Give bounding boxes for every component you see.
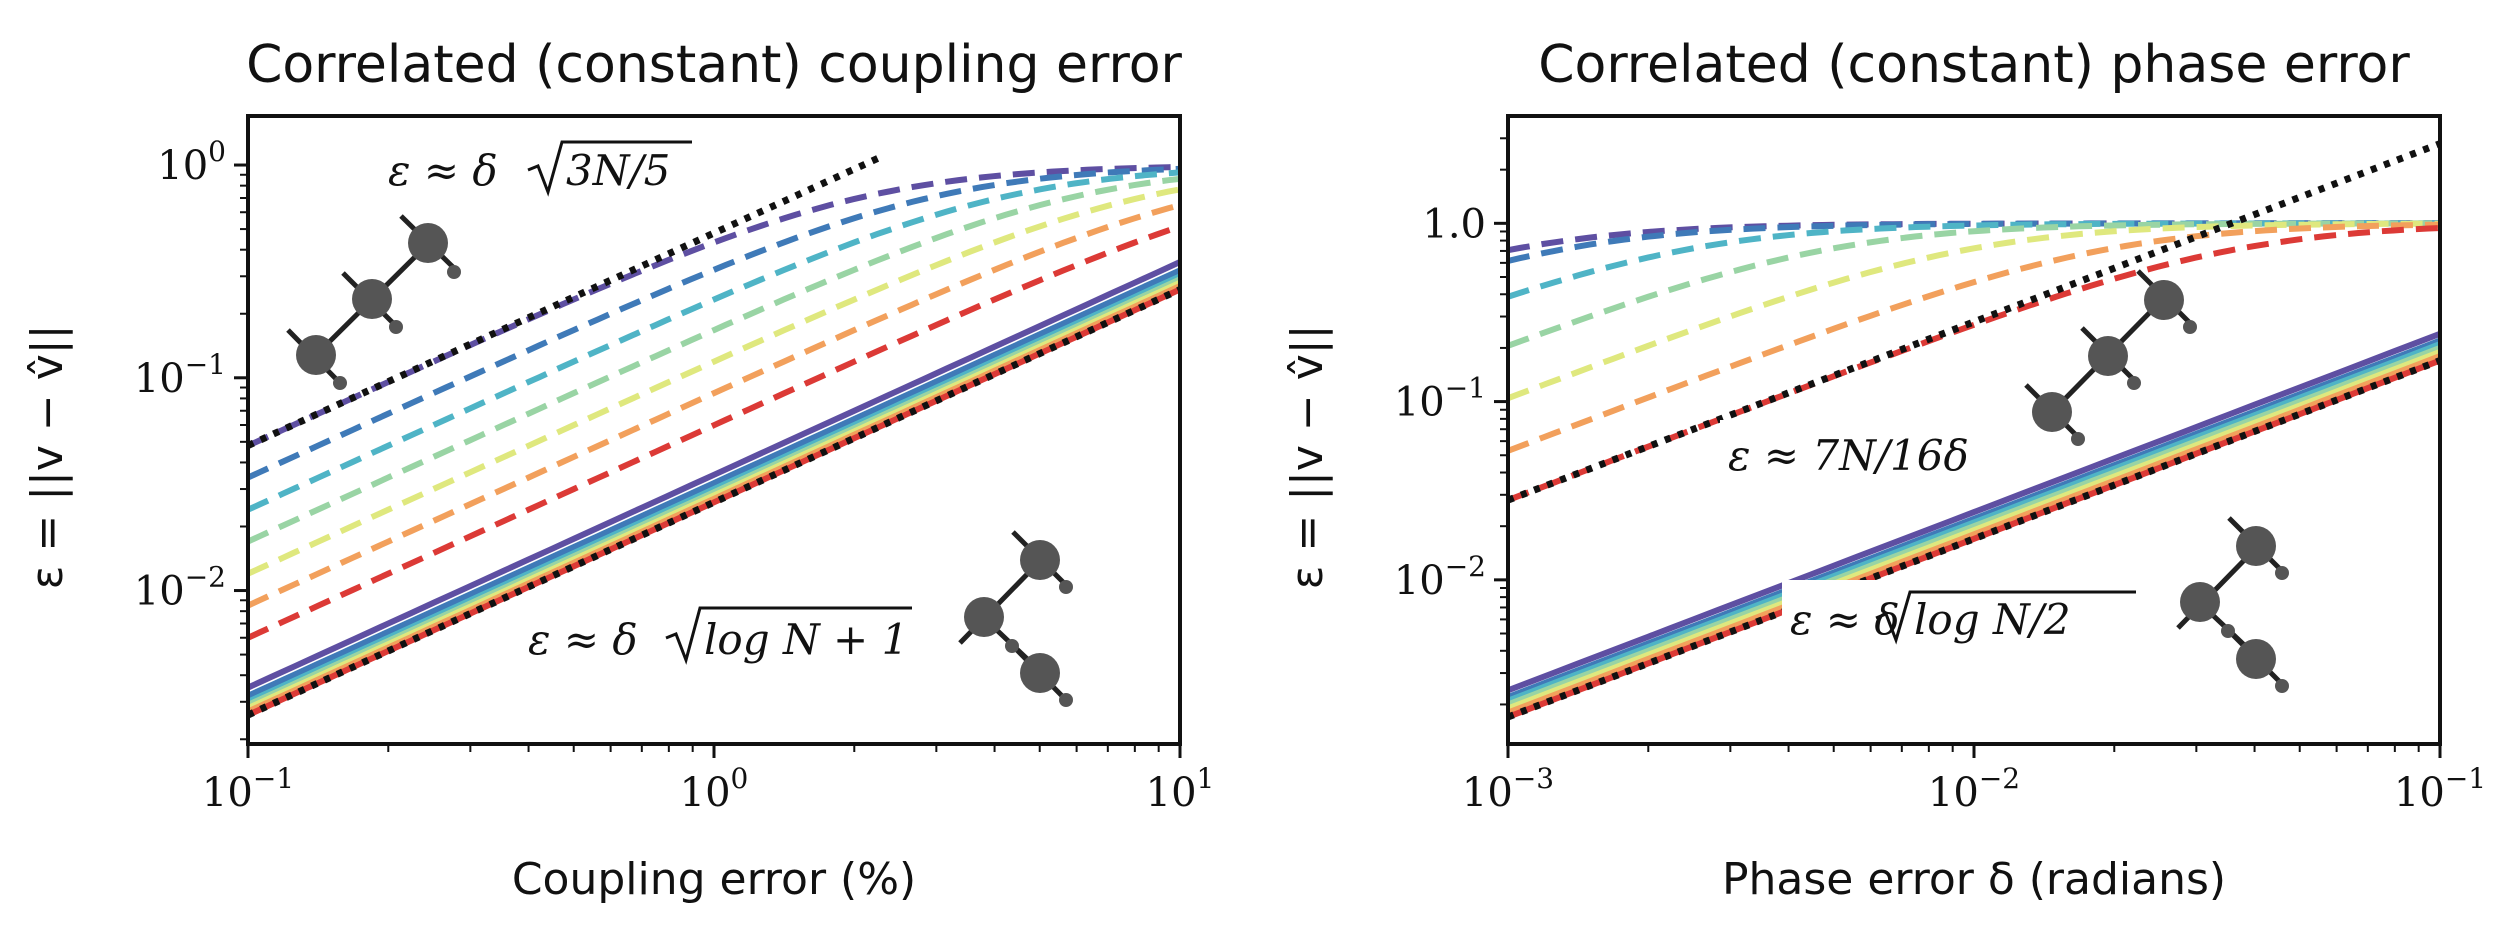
dashed-series-N6 xyxy=(248,202,1180,609)
chart-phase-error: Correlated (constant) phase error Phase … xyxy=(1282,35,2486,905)
sqrt-sign xyxy=(1875,590,2136,645)
dashed-series-N2 xyxy=(1508,220,2440,264)
chain-diagram-icon xyxy=(286,214,461,390)
annotation-lower-lead: ε ≈ δ xyxy=(528,615,638,664)
solid-series-N2 xyxy=(1508,337,2440,700)
dashed-series-N7 xyxy=(1508,225,2440,503)
sqrt-sign xyxy=(527,140,692,197)
y-tick-label: 1.0 xyxy=(1422,201,1486,247)
dashed-series-N5 xyxy=(1508,220,2440,402)
y-tick-label: 10−1 xyxy=(1394,372,1486,426)
reference-line-1 xyxy=(248,153,885,449)
y-tick-label: 10−2 xyxy=(134,561,226,615)
reference-line-2 xyxy=(248,286,1180,719)
axis-layer: 10−1 100 101 10−2 10−1 100 xyxy=(134,135,1215,816)
dashed-series-N2 xyxy=(248,165,1180,481)
annotation-lower-radicand: log N/2 xyxy=(1914,595,2071,644)
dashed-series-N4 xyxy=(248,175,1180,545)
y-tick-label: 10−1 xyxy=(134,348,226,402)
annotation-lower-lead: ε ≈ δ xyxy=(1790,595,1900,644)
y-tick-label: 100 xyxy=(157,135,226,189)
y-tick-label: 10−2 xyxy=(1394,550,1486,604)
x-tick-label: 10−1 xyxy=(202,762,294,816)
y-axis-label: ε = ||v − v̂|| xyxy=(22,325,73,590)
dashed-series-N1 xyxy=(1508,220,2440,254)
chart-coupling-error: Correlated (constant) coupling error Cou… xyxy=(22,35,1214,905)
solid-series-N6 xyxy=(1508,353,2440,716)
series-layer xyxy=(248,153,1180,719)
annotation-upper: ε ≈ 7N/16δ xyxy=(1720,420,1988,484)
tree-diagram-icon xyxy=(958,530,1073,707)
dashed-series-N3 xyxy=(248,169,1180,513)
series-layer xyxy=(1508,140,2440,721)
annotation-lower: ε ≈ δ log N/2 xyxy=(1782,580,2142,656)
annotation-upper-lead: ε ≈ 7N/16δ xyxy=(1728,431,1969,480)
solid-series-N5 xyxy=(248,279,1180,711)
annotation-upper-radicand: 3N/5 xyxy=(566,146,670,195)
annotation-upper: ε ≈ δ 3N/5 xyxy=(388,140,692,197)
dashed-series-N7 xyxy=(248,223,1180,641)
chain-diagram-icon xyxy=(2024,269,2197,446)
solid-series-N5 xyxy=(1508,349,2440,712)
x-tick-label: 10−2 xyxy=(1928,762,2020,816)
solid-series-N4 xyxy=(1508,345,2440,708)
x-tick-label: 10−3 xyxy=(1462,762,1554,816)
dashed-series-N5 xyxy=(248,186,1180,577)
sqrt-sign xyxy=(665,606,912,665)
solid-series-N1 xyxy=(1508,330,2440,694)
solid-series-N2 xyxy=(248,267,1180,699)
chart-title: Correlated (constant) phase error xyxy=(1538,35,2410,95)
solid-series-N1 xyxy=(248,259,1180,691)
y-axis-label: ε = ||v − v̂|| xyxy=(1282,325,1333,590)
chart-title: Correlated (constant) coupling error xyxy=(246,35,1182,95)
axis-layer: 10−3 10−2 10−1 10−2 10−1 1.0 xyxy=(1394,137,2486,816)
solid-series-N7 xyxy=(1508,357,2440,720)
tree-diagram-icon xyxy=(2176,516,2289,693)
solid-series-N3 xyxy=(1508,341,2440,704)
dashed-series-N6 xyxy=(1508,221,2440,454)
annotation-upper-lead: ε ≈ δ xyxy=(388,146,498,195)
annotation-lower-radicand: log N + 1 xyxy=(704,615,908,664)
x-tick-label: 10−1 xyxy=(2394,762,2486,816)
x-tick-label: 101 xyxy=(1146,762,1215,816)
annotation-lower: ε ≈ δ log N + 1 xyxy=(528,606,912,665)
reference-line-2 xyxy=(1508,357,2440,721)
reference-line-1 xyxy=(1508,140,2440,504)
x-axis-label: Coupling error (%) xyxy=(512,854,916,905)
x-axis-label: Phase error δ (radians) xyxy=(1722,854,2226,905)
x-tick-label: 100 xyxy=(680,762,749,816)
